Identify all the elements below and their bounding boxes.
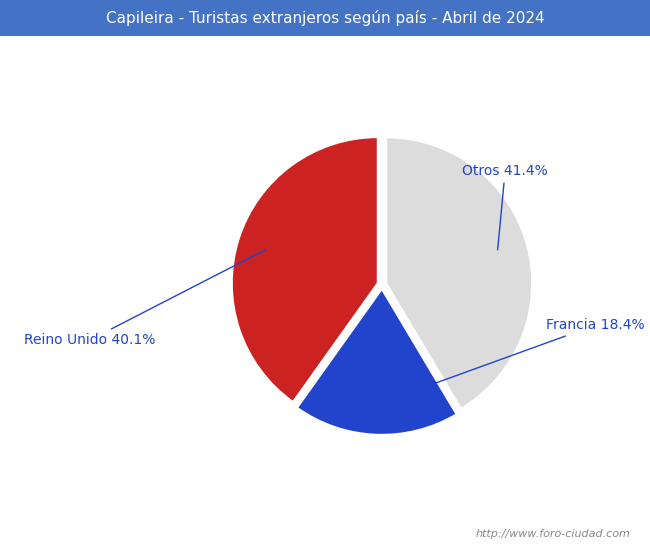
Wedge shape xyxy=(297,289,456,435)
Text: Capileira - Turistas extranjeros según país - Abril de 2024: Capileira - Turistas extranjeros según p… xyxy=(106,10,544,26)
Text: Francia 18.4%: Francia 18.4% xyxy=(380,318,644,403)
Text: http://www.foro-ciudad.com: http://www.foro-ciudad.com xyxy=(476,529,630,539)
Text: Otros 41.4%: Otros 41.4% xyxy=(462,163,548,250)
Text: Reino Unido 40.1%: Reino Unido 40.1% xyxy=(24,250,265,347)
Wedge shape xyxy=(386,138,532,409)
Wedge shape xyxy=(232,137,378,402)
